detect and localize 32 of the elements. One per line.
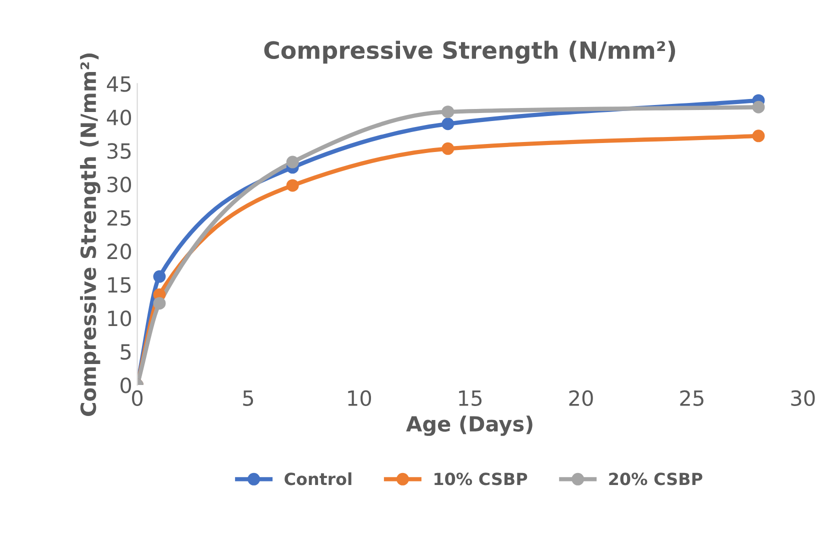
point xyxy=(442,142,454,155)
point xyxy=(442,118,454,130)
y-tick-label: 35 xyxy=(107,143,131,159)
y-tick-label: 10 xyxy=(108,310,132,326)
y-tick-label: 20 xyxy=(107,244,132,260)
point xyxy=(442,106,454,118)
y-tick-label: 45 xyxy=(106,76,131,92)
y-tick-label: 5 xyxy=(120,344,131,360)
y-tick-label: 40 xyxy=(106,110,132,126)
point xyxy=(286,179,299,192)
chart-title: Compressive Strength (N/mm²) xyxy=(264,40,676,64)
x-tick-label: 25 xyxy=(680,390,704,406)
legend-label: 10% CSBP xyxy=(434,472,528,486)
y-tick-label: 15 xyxy=(108,277,131,293)
y-tick-label: 0 xyxy=(120,377,132,394)
y-tick-label: 25 xyxy=(107,210,131,226)
x-tick-label: 30 xyxy=(791,390,815,406)
x-tick-label: 5 xyxy=(243,390,254,406)
point xyxy=(286,156,299,168)
x-tick-label: 0 xyxy=(132,390,143,406)
point xyxy=(752,130,765,142)
y-axis-title: Compressive Strength (N/mm²) xyxy=(80,53,100,416)
point xyxy=(752,100,765,114)
legend-label: Control xyxy=(284,472,352,486)
legend-label: 20% CSBP xyxy=(609,472,702,486)
x-axis-title: Age (Days) xyxy=(406,416,532,436)
x-tick-label: 20 xyxy=(569,390,593,406)
point xyxy=(153,297,166,310)
y-tick-label: 30 xyxy=(107,176,132,192)
x-tick-label: 10 xyxy=(348,390,372,406)
point xyxy=(153,270,166,283)
x-tick-label: 15 xyxy=(459,390,482,406)
